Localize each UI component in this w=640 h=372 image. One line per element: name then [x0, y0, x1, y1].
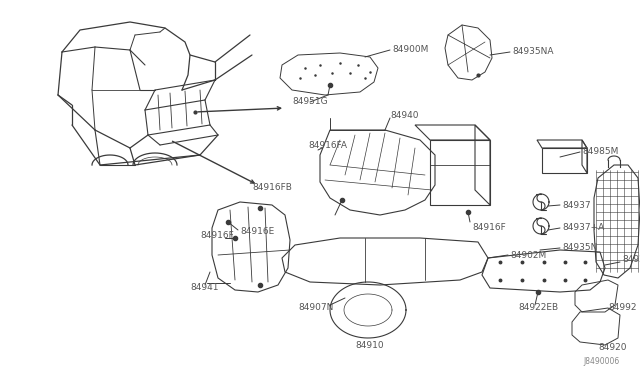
Text: 84935NA: 84935NA	[512, 48, 554, 57]
Text: 84935N: 84935N	[562, 244, 597, 253]
Text: 84916F: 84916F	[472, 224, 506, 232]
Text: 84916FB: 84916FB	[252, 183, 292, 192]
Text: 84916E: 84916E	[240, 228, 275, 237]
Text: 84937: 84937	[562, 201, 591, 209]
Text: 84940: 84940	[390, 110, 419, 119]
Text: 84985M: 84985M	[582, 148, 618, 157]
Text: 84920: 84920	[598, 343, 627, 353]
Text: 84922EB: 84922EB	[518, 304, 558, 312]
Text: 84916FA: 84916FA	[308, 141, 347, 150]
Text: 84916F: 84916F	[200, 231, 234, 240]
Text: 84941: 84941	[190, 283, 218, 292]
Text: 84907N: 84907N	[298, 304, 333, 312]
Text: 84937+A: 84937+A	[562, 224, 604, 232]
Text: 84992: 84992	[608, 304, 637, 312]
Text: J8490006: J8490006	[584, 357, 620, 366]
Text: 84902M: 84902M	[510, 250, 547, 260]
Text: 84922E: 84922E	[622, 256, 640, 264]
Text: 84900M: 84900M	[392, 45, 428, 55]
Text: 84951G: 84951G	[292, 97, 328, 106]
Text: 84910: 84910	[356, 340, 384, 350]
